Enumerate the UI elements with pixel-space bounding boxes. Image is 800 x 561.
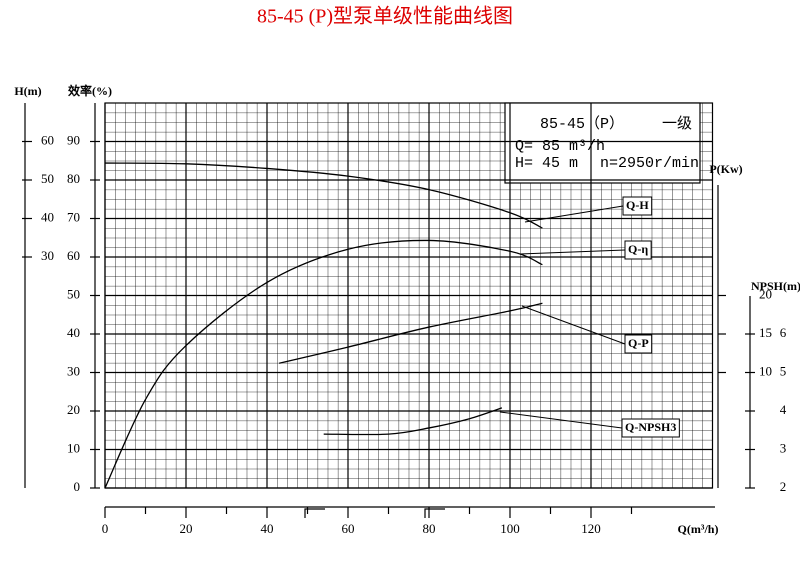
leader-line <box>499 411 623 429</box>
npsh-tick-label: 6 <box>780 325 787 340</box>
info-stage: 一级 <box>662 115 692 133</box>
x-tick-label: 60 <box>342 521 355 536</box>
h-tick-label: 40 <box>41 209 54 224</box>
leader-line <box>521 305 626 345</box>
p-axis-label: P(Kw) <box>709 162 742 176</box>
curve <box>323 407 503 436</box>
y-tick-label: 20 <box>67 402 80 417</box>
legend-label: Q-η <box>628 242 648 256</box>
legend-box <box>622 196 653 216</box>
y-tick-label: 70 <box>67 209 80 224</box>
x-tick-label: 120 <box>581 521 601 536</box>
info-model: 85-45（P） <box>540 115 624 133</box>
x-tick-label: 80 <box>423 521 436 536</box>
x-tick-label: 100 <box>500 521 520 536</box>
y-tick-label: 10 <box>67 440 80 455</box>
y-tick-label: 0 <box>74 479 81 494</box>
p-tick-label: 10 <box>759 363 772 378</box>
x-tick-label: 40 <box>261 521 274 536</box>
y-tick-label: 80 <box>67 171 80 186</box>
legend-label: Q-P <box>628 336 649 350</box>
legend-label: Q-NPSH3 <box>625 420 676 434</box>
y-tick-label: 40 <box>67 325 80 340</box>
h-tick-label: 60 <box>41 132 54 147</box>
legend-box <box>624 334 653 354</box>
curve <box>104 239 543 489</box>
x-axis-label: Q(m³/h) <box>678 522 719 536</box>
info-flow: Q= 85 m³/h <box>515 138 605 155</box>
h-axis-label: H(m) <box>14 84 41 98</box>
info-speed: n=2950r/min <box>600 155 699 172</box>
y-tick-label: 90 <box>67 132 80 147</box>
h-tick-label: 30 <box>41 248 54 263</box>
legend-box <box>624 240 652 260</box>
chart-title: 85-45 (P)型泵单级性能曲线图 <box>257 5 513 28</box>
legend-box <box>621 418 680 438</box>
y-tick-label: 50 <box>67 286 80 301</box>
curve <box>279 302 543 364</box>
h-tick-label: 50 <box>41 171 54 186</box>
legend-label: Q-H <box>626 198 649 212</box>
curve <box>104 162 543 229</box>
npsh-tick-label: 4 <box>780 402 787 417</box>
y-axis-label: 效率(%) <box>68 83 112 98</box>
info-box <box>504 102 701 184</box>
npsh-axis-label: NPSH(m) <box>751 279 800 293</box>
npsh-tick-label: 3 <box>780 440 787 455</box>
y-tick-label: 60 <box>67 248 80 263</box>
x-tick-label: 0 <box>102 521 109 536</box>
axis-decoration <box>304 508 445 518</box>
npsh-tick-label: 2 <box>780 479 787 494</box>
info-head: H= 45 m <box>515 155 578 172</box>
p-tick-label: 20 <box>759 286 772 301</box>
npsh-tick-label: 5 <box>780 363 787 378</box>
leader-line <box>524 205 624 223</box>
p-tick-label: 15 <box>759 325 772 340</box>
x-tick-label: 20 <box>180 521 193 536</box>
leader-line <box>519 249 626 255</box>
y-tick-label: 30 <box>67 363 80 378</box>
